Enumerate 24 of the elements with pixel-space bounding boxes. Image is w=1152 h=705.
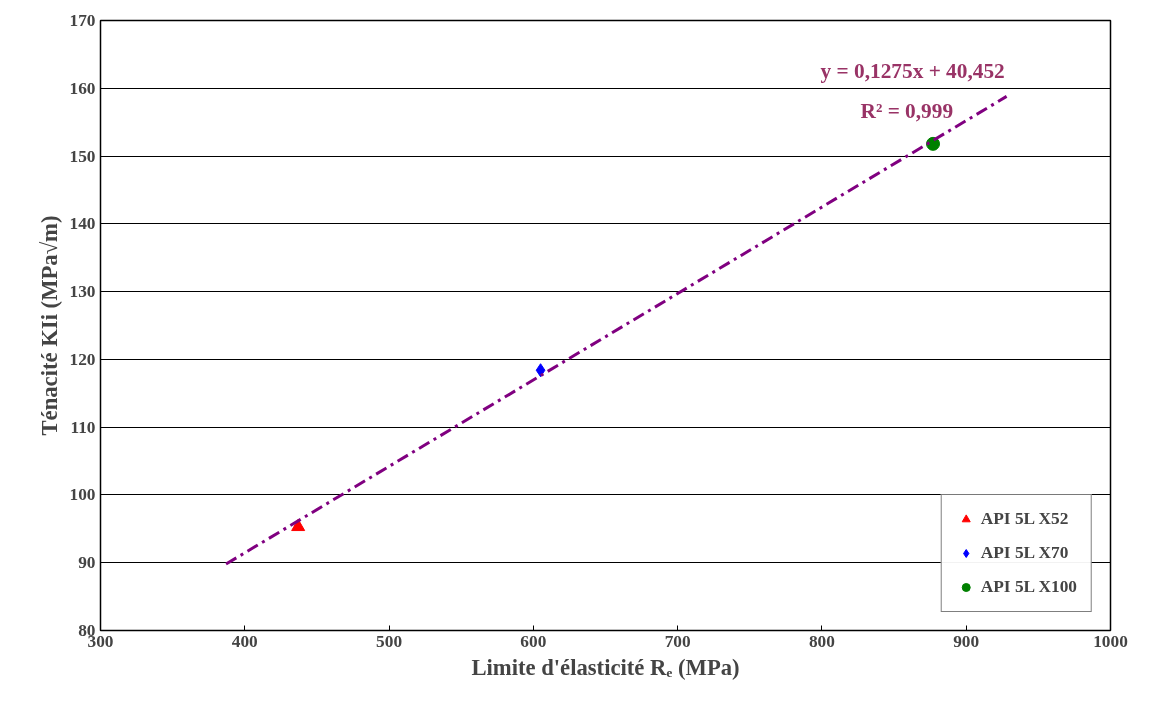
- y-tick-label: 110: [70, 417, 96, 437]
- x-axis-title: Limite d'élasticité Rₑ (MPa): [471, 654, 740, 680]
- x-tick-label: 600: [520, 631, 547, 651]
- x-tick-label: 1000: [1093, 631, 1128, 651]
- y-tick-label: 150: [69, 146, 96, 166]
- annotation: R² = 0,999: [860, 98, 954, 123]
- y-tick-label: 140: [69, 214, 96, 234]
- point: [535, 363, 546, 378]
- y-tick-label: 120: [69, 349, 96, 369]
- y-tick-label: 130: [69, 282, 96, 302]
- y-axis-title: Ténacité KIi (MPa√m): [36, 215, 62, 436]
- x-tick-label: 800: [808, 631, 835, 651]
- x-tick-label: 700: [664, 631, 691, 651]
- annotation: y = 0,1275x + 40,452: [820, 58, 1005, 83]
- y-tick-label: 100: [69, 485, 96, 505]
- x-tick-label: 900: [953, 631, 980, 651]
- y-tick-label: 160: [69, 78, 96, 98]
- y-tick-label: 90: [78, 553, 96, 573]
- y-tick-label: 170: [69, 11, 96, 30]
- legend-label: API 5L X100: [980, 577, 1077, 597]
- x-tick-label: 500: [376, 631, 403, 651]
- x-tick-label: 400: [231, 631, 258, 651]
- legend-label: API 5L X52: [980, 509, 1069, 529]
- legend-label: API 5L X70: [980, 543, 1069, 563]
